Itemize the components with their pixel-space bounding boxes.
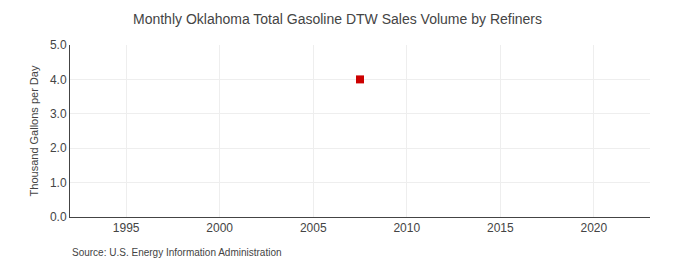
svg-text:0.0: 0.0 xyxy=(50,210,67,224)
svg-text:2015: 2015 xyxy=(487,221,514,235)
svg-text:Source: U.S. Energy Informatio: Source: U.S. Energy Information Administ… xyxy=(72,247,282,258)
svg-text:1995: 1995 xyxy=(113,221,140,235)
svg-text:2000: 2000 xyxy=(206,221,233,235)
svg-text:3.0: 3.0 xyxy=(50,107,67,121)
svg-text:2010: 2010 xyxy=(393,221,420,235)
svg-text:Monthly Oklahoma Total Gasolin: Monthly Oklahoma Total Gasoline DTW Sale… xyxy=(133,11,542,27)
svg-text:2.0: 2.0 xyxy=(50,141,67,155)
svg-text:2020: 2020 xyxy=(581,221,608,235)
svg-text:2005: 2005 xyxy=(300,221,327,235)
svg-text:Thousand Gallons per Day: Thousand Gallons per Day xyxy=(28,65,40,196)
svg-text:4.0: 4.0 xyxy=(50,73,67,87)
svg-text:1.0: 1.0 xyxy=(50,176,67,190)
svg-text:5.0: 5.0 xyxy=(50,38,67,52)
